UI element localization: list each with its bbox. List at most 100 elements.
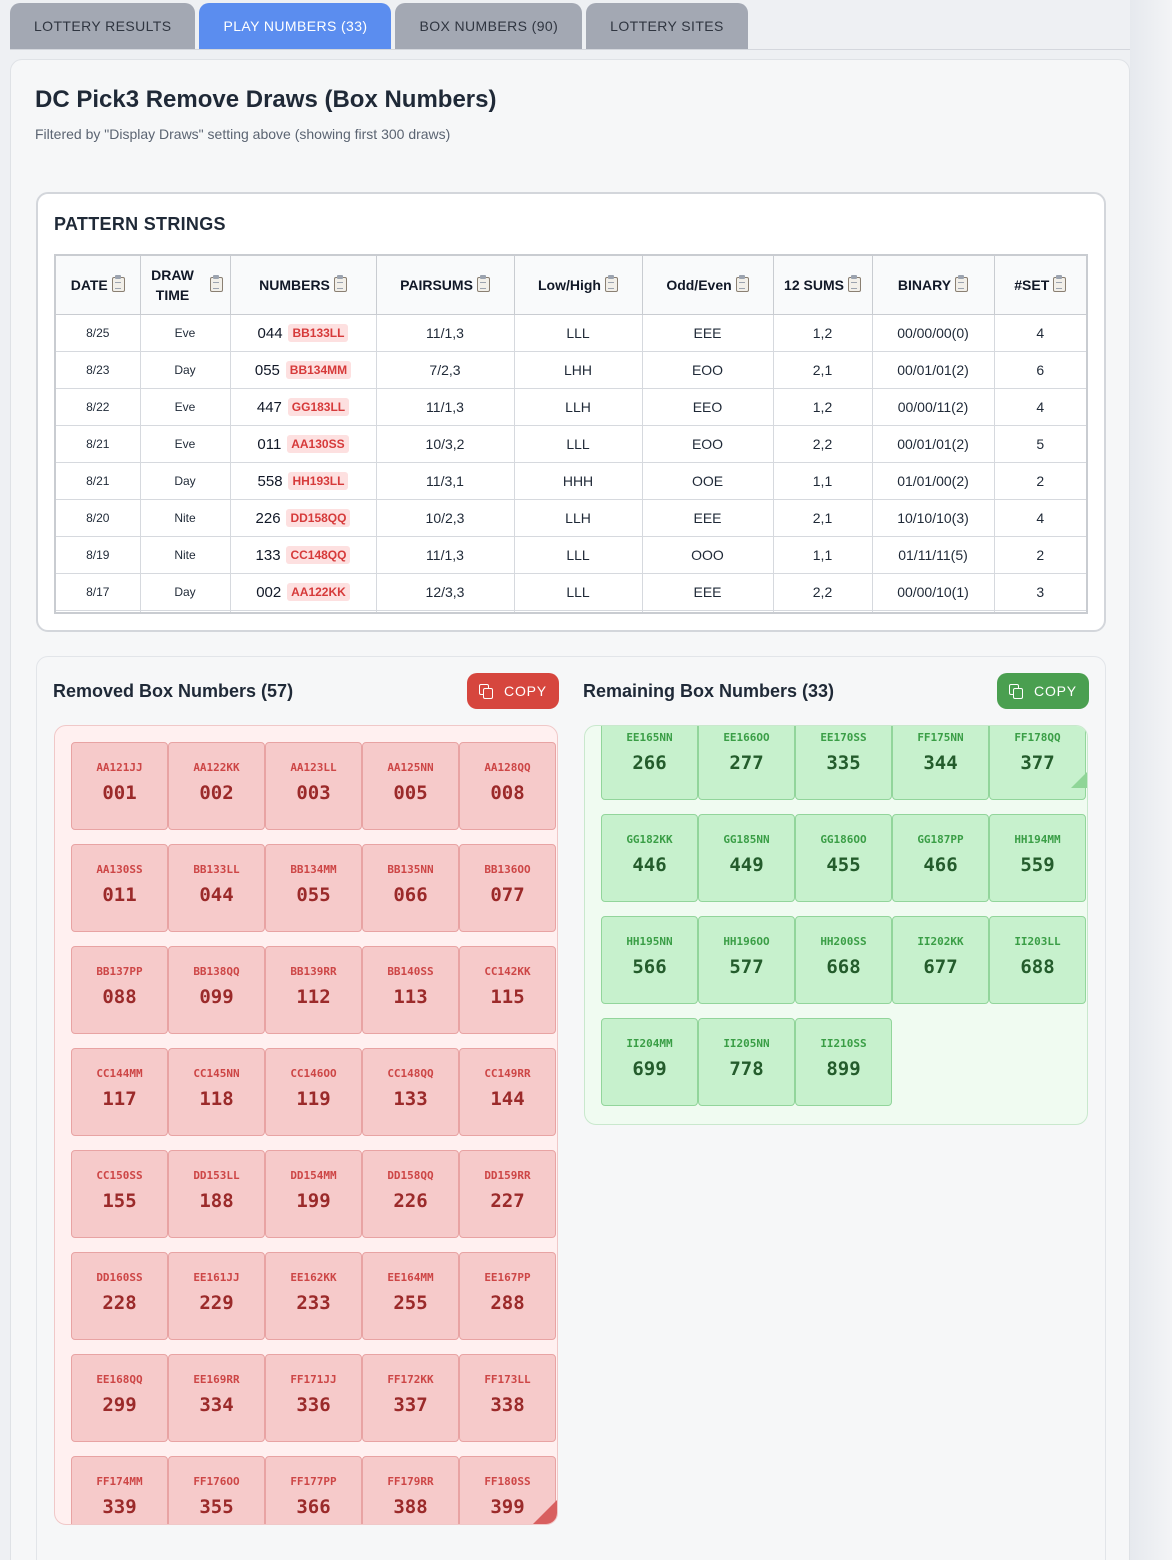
box-number-cell[interactable]: BB135NN 066 [362,844,459,932]
pattern-table-scroll[interactable]: DATE DRAW TIME NUMBERS PAIRSUMS Low/High Odd/… [54,254,1088,614]
pairsums-cell: 11/1,3 [376,536,515,574]
clipboard-icon[interactable] [605,275,618,293]
copy-removed-button[interactable]: COPY [467,673,559,709]
numbers-cell: 002 AA122KK [230,573,377,611]
column-header[interactable]: DRAW TIME [140,256,231,315]
clipboard-icon[interactable] [333,275,347,293]
box-number-cell[interactable]: HH195NN 566 [601,916,698,1004]
box-number-cell[interactable]: DD154MM 199 [265,1150,362,1238]
box-number-cell[interactable]: BB139RR 112 [265,946,362,1034]
clipboard-icon[interactable] [955,275,969,293]
box-number-cell[interactable]: EE161JJ 229 [168,1252,265,1340]
box-number-cell[interactable]: GG182KK 446 [601,814,698,902]
column-header[interactable]: PAIRSUMS [376,256,515,315]
numbers-cell: 044 BB133LL [230,314,377,352]
box-number-cell[interactable]: HH194MM 559 [989,814,1086,902]
box-number-cell[interactable]: FF172KK 337 [362,1354,459,1442]
box-number-cell[interactable]: FF179RR 388 [362,1456,459,1524]
box-number-cell[interactable]: II202KK 677 [892,916,989,1004]
box-number-cell[interactable]: EE168QQ 299 [71,1354,168,1442]
box-number-cell[interactable]: CC145NN 118 [168,1048,265,1136]
box-code: EE166OO [723,731,770,744]
box-number-cell[interactable]: EE170SS 335 [795,726,892,800]
column-header[interactable]: 12 SUMS [773,256,873,315]
binary-cell: 01/01/00(2) [872,462,995,500]
remaining-box-grid[interactable]: II210SS 899 II205NN 778 II204MM 699 II203LL 688… [584,725,1088,1125]
box-number-cell[interactable]: DD153LL 188 [168,1150,265,1238]
box-number-cell[interactable]: GG185NN 449 [698,814,795,902]
tab-play-numbers[interactable]: PLAY NUMBERS (33) [199,3,392,49]
draw-number: 447 [256,398,282,416]
box-number-cell[interactable]: BB140SS 113 [362,946,459,1034]
column-header[interactable]: BINARY [872,256,995,315]
box-number-cell[interactable]: II203LL 688 [989,916,1086,1004]
box-number-cell[interactable]: FF177PP 366 [265,1456,362,1524]
box-number-cell[interactable]: FF173LL 338 [459,1354,556,1442]
box-number-cell[interactable]: BB134MM 055 [265,844,362,932]
box-number-cell[interactable]: CC142KK 115 [459,946,556,1034]
box-number-cell[interactable]: GG186OO 455 [795,814,892,902]
box-number-cell[interactable]: EE165NN 266 [601,726,698,800]
resize-handle-icon[interactable] [1071,772,1087,788]
box-number-cell[interactable]: HH196OO 577 [698,916,795,1004]
column-header[interactable]: #SET [994,256,1086,315]
box-number-cell[interactable]: BB137PP 088 [71,946,168,1034]
clipboard-icon[interactable] [1053,275,1067,293]
clipboard-icon[interactable] [111,275,125,293]
box-number: 229 [199,1292,234,1314]
box-number-cell[interactable]: AA125NN 005 [362,742,459,830]
box-number-cell[interactable]: CC144MM 117 [71,1048,168,1136]
box-number-cell[interactable]: DD160SS 228 [71,1252,168,1340]
tab-lottery-results[interactable]: LOTTERY RESULTS [10,3,196,49]
tab-box-numbers[interactable]: BOX NUMBERS (90) [395,3,583,49]
box-number-cell[interactable]: GG187PP 466 [892,814,989,902]
box-number-cell[interactable]: FF180SS 399 [459,1456,556,1524]
box-number: 112 [296,986,331,1008]
column-header[interactable]: Odd/Even [642,256,774,315]
box-number-cell[interactable]: DD159RR 227 [459,1150,556,1238]
box-number-cell[interactable]: II205NN 778 [698,1018,795,1106]
box-number-cell[interactable]: FF176OO 355 [168,1456,265,1524]
resize-handle-icon[interactable] [533,1500,557,1524]
box-number-cell[interactable]: FF175NN 344 [892,726,989,800]
clipboard-icon[interactable] [735,275,749,293]
clipboard-icon[interactable] [476,275,490,293]
column-header[interactable]: DATE [56,256,141,315]
box-number-cell[interactable]: FF171JJ 336 [265,1354,362,1442]
box-number-cell[interactable]: AA121JJ 001 [71,742,168,830]
remaining-title: Remaining Box Numbers (33) [583,681,835,701]
box-number-cell[interactable]: EE164MM 255 [362,1252,459,1340]
column-header[interactable]: NUMBERS [230,256,377,315]
box-code-tag: BB133LL [288,323,349,342]
box-number-cell[interactable]: FF174MM 339 [71,1456,168,1524]
box-number-cell[interactable]: FF178QQ 377 [989,726,1086,800]
box-number-cell[interactable]: AA128QQ 008 [459,742,556,830]
box-number-cell[interactable]: EE167PP 288 [459,1252,556,1340]
box-number-cell[interactable]: II204MM 699 [601,1018,698,1106]
box-number-cell[interactable]: CC146OO 119 [265,1048,362,1136]
box-number: 668 [826,956,861,978]
box-number-cell[interactable]: II210SS 899 [795,1018,892,1106]
box-number-cell[interactable]: EE169RR 334 [168,1354,265,1442]
clipboard-icon[interactable] [209,275,223,293]
date-cell: 8/22 [56,388,141,426]
box-number-cell[interactable]: AA130SS 011 [71,844,168,932]
box-number-cell[interactable]: CC149RR 144 [459,1048,556,1136]
removed-box-grid[interactable]: FF180SS 399 FF179RR 388 FF177PP 366 FF176OO 355… [54,725,558,1525]
box-number-cell[interactable]: EE162KK 233 [265,1252,362,1340]
box-number-cell[interactable]: DD158QQ 226 [362,1150,459,1238]
page-title: DC Pick3 Remove Draws (Box Numbers) [35,86,497,113]
box-number-cell[interactable]: AA123LL 003 [265,742,362,830]
column-header[interactable]: Low/High [514,256,643,315]
box-number-cell[interactable]: EE166OO 277 [698,726,795,800]
box-number-cell[interactable]: BB138QQ 099 [168,946,265,1034]
tab-lottery-sites[interactable]: LOTTERY SITES [586,3,748,49]
copy-remaining-button[interactable]: COPY [997,673,1089,709]
box-number-cell[interactable]: AA122KK 002 [168,742,265,830]
box-number-cell[interactable]: HH200SS 668 [795,916,892,1004]
box-number-cell[interactable]: CC150SS 155 [71,1150,168,1238]
box-number-cell[interactable]: BB133LL 044 [168,844,265,932]
box-number-cell[interactable]: BB136OO 077 [459,844,556,932]
box-number-cell[interactable]: CC148QQ 133 [362,1048,459,1136]
clipboard-icon[interactable] [847,275,861,293]
